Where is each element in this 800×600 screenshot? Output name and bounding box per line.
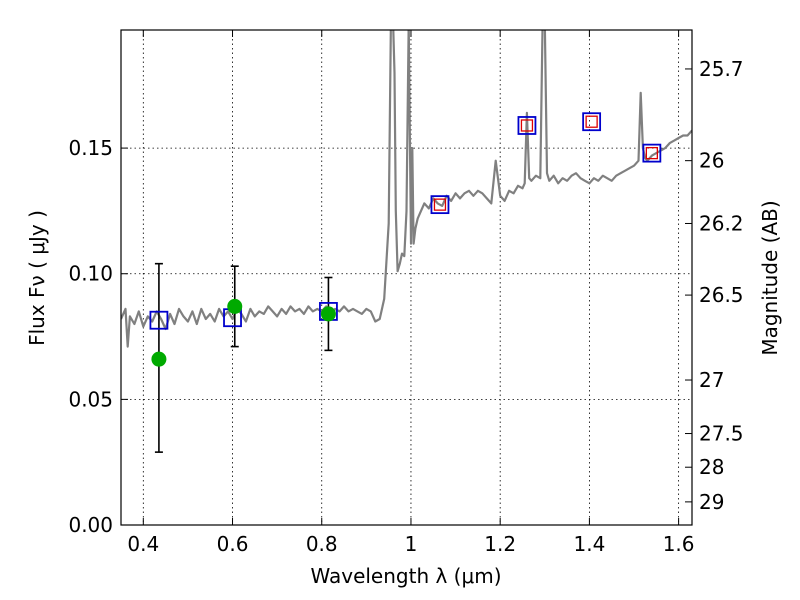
x-tick-label: 1 xyxy=(405,532,418,556)
x-tick-label: 0.6 xyxy=(217,532,249,556)
plot-area xyxy=(121,30,692,453)
measured-point xyxy=(151,351,167,367)
plot-frame xyxy=(120,29,693,526)
x-tick-label: 1.2 xyxy=(484,532,516,556)
detected-point xyxy=(645,146,659,160)
model-point xyxy=(517,116,537,135)
y-tick-label-left: 0.10 xyxy=(68,262,113,286)
model-point xyxy=(430,195,450,215)
y-tick-label-left: 0.15 xyxy=(68,136,113,160)
measured-point xyxy=(227,298,243,314)
y-axis-title-right: Magnitude (AB) xyxy=(758,200,782,355)
markers xyxy=(149,112,662,367)
y-axis-title-left: Flux Fν ( μJy ) xyxy=(25,210,49,346)
detected-point xyxy=(433,198,447,211)
grid-lines xyxy=(121,30,692,526)
x-tick-label: 1.4 xyxy=(573,532,605,556)
y-tick-label-right: 27.5 xyxy=(699,422,744,446)
model-point xyxy=(642,143,662,163)
plot-background xyxy=(121,30,692,525)
x-tick-label: 1.6 xyxy=(663,532,695,556)
model-point xyxy=(582,112,602,132)
x-axis-title: Wavelength λ (μm) xyxy=(310,564,501,588)
y-tick-label-right: 26.2 xyxy=(699,211,744,235)
y-tick-label-right: 25.7 xyxy=(699,57,744,81)
y-tick-label-left: 0.00 xyxy=(68,513,113,537)
detected-point xyxy=(585,115,598,128)
y-tick-label-right: 28 xyxy=(699,455,724,479)
x-tick-labels: 0.4 0.6 0.8 1 1.2 1.4 1.6 xyxy=(127,532,694,556)
y-tick-label-right: 26.5 xyxy=(699,283,744,307)
axis-ticks xyxy=(121,30,692,526)
detected-point xyxy=(520,119,534,132)
x-tick-label: 0.8 xyxy=(306,532,338,556)
y-tick-label-left: 0.05 xyxy=(68,387,113,411)
y-tick-labels-right: 25.7 26 26.2 26.5 27 27.5 28 29 xyxy=(699,57,744,514)
x-tick-label: 0.4 xyxy=(127,532,159,556)
y-tick-labels-left: 0.00 0.05 0.10 0.15 xyxy=(68,136,113,537)
y-tick-label-right: 26 xyxy=(699,149,724,173)
model-point xyxy=(149,310,169,330)
y-tick-label-right: 29 xyxy=(699,490,724,514)
y-tick-label-right: 27 xyxy=(699,368,724,392)
measured-point xyxy=(320,306,336,322)
